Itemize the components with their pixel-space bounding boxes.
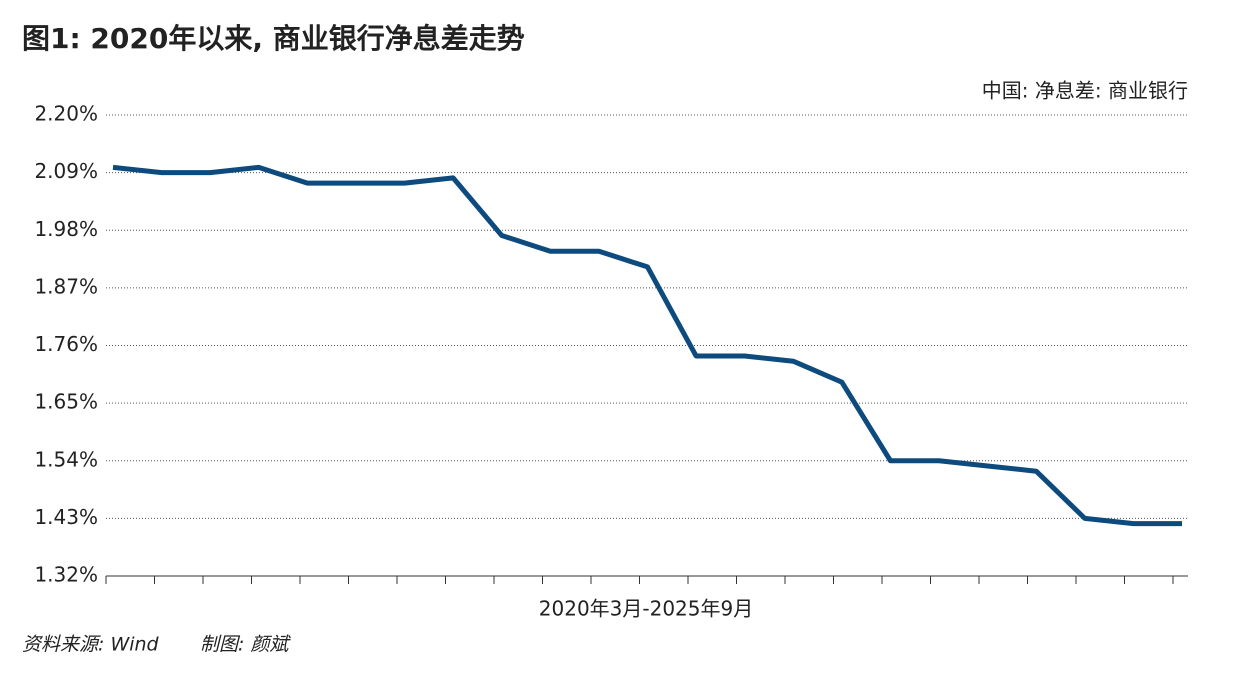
y-tick-label: 1.76% [34,332,98,356]
y-tick-label: 1.54% [34,447,98,471]
y-tick-label: 2.09% [34,159,98,183]
y-tick-label: 1.32% [34,563,98,587]
x-axis-label: 2020年3月-2025年9月 [539,597,753,621]
y-tick-label: 2.20% [34,102,98,126]
data-line [112,164,1182,527]
y-tick-label: 1.87% [34,274,98,298]
source-note: 资料来源: Wind [22,634,160,656]
y-tick-label: 1.98% [34,217,98,241]
legend-entry: 中国: 净息差: 商业银行 [982,79,1188,103]
y-tick-label: 1.43% [34,505,98,529]
credit-note: 制图: 颜斌 [200,634,291,656]
y-tick-label: 1.65% [34,390,98,414]
chart-title: 图1: 2020年以来, 商业银行净息差走势 [22,22,525,55]
